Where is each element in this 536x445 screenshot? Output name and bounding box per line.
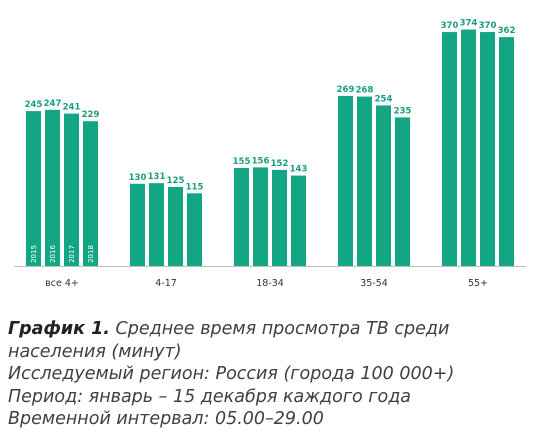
bar-4-1 [461, 29, 476, 267]
value-label-4-3: 362 [498, 26, 516, 36]
bar-0-1 [45, 109, 60, 267]
bar-3-1 [357, 96, 372, 266]
value-label-1-3: 115 [186, 182, 204, 192]
value-label-2-0: 155 [233, 157, 251, 167]
value-label-1-1: 131 [148, 172, 166, 182]
caption-title-part2: населения (минут) [8, 341, 182, 362]
value-label-4-0: 370 [441, 21, 459, 31]
value-label-3-1: 268 [356, 86, 374, 96]
chart-svg: 245 2015 247 2016 241 2017 229 2018 все 4+ 130 131… [14, 19, 526, 289]
bar-0-3 [83, 121, 98, 267]
category-label-2: 18-34 [256, 278, 284, 289]
value-label-1-0: 130 [129, 173, 147, 183]
caption-region: Исследуемый регион: Россия (города 100 0… [8, 364, 455, 384]
bar-2-3 [291, 175, 306, 266]
value-label-3-0: 269 [337, 85, 355, 95]
bar-4-2 [480, 32, 495, 267]
value-label-0-1: 247 [44, 99, 62, 109]
series-label-3: 2018 [87, 245, 95, 263]
figure-label: График 1. [8, 319, 110, 339]
bar-1-0 [130, 183, 145, 266]
caption-period: Период: январь – 15 декабря каждого года [8, 386, 412, 407]
category-label-1: 4-17 [155, 278, 177, 289]
bar-3-3 [395, 117, 410, 266]
category-label-4: 55+ [468, 278, 488, 289]
bar-4-0 [442, 32, 457, 267]
category-label-0: все 4+ [45, 278, 79, 289]
series-label-0: 2015 [30, 245, 38, 263]
bar-3-2 [376, 105, 391, 266]
caption-title-part1: Среднее время просмотра ТВ среди [115, 319, 450, 339]
figure-caption: График 1. Среднее время просмотра ТВ сре… [8, 318, 536, 431]
bar-chart: 245 2015 247 2016 241 2017 229 2018 все 4+ 130 131… [14, 19, 526, 289]
bar-2-0 [234, 167, 249, 266]
bar-4-3 [499, 37, 514, 267]
value-label-2-2: 152 [271, 159, 289, 169]
series-label-2: 2017 [68, 245, 76, 263]
bar-2-2 [272, 169, 287, 266]
value-label-4-1: 374 [460, 19, 478, 29]
value-label-2-1: 156 [252, 156, 270, 166]
bar-3-0 [338, 95, 353, 266]
value-label-1-2: 125 [167, 176, 185, 186]
value-label-3-3: 235 [394, 106, 412, 116]
value-label-2-3: 143 [290, 165, 308, 175]
caption-interval: Временной интервал: 05.00–29.00 [8, 409, 324, 429]
value-label-0-3: 229 [82, 110, 100, 120]
value-label-4-2: 370 [479, 21, 497, 31]
bar-1-3 [187, 193, 202, 266]
bar-1-2 [168, 186, 183, 266]
category-label-3: 35-54 [360, 278, 388, 289]
value-label-0-0: 245 [25, 100, 43, 110]
bar-2-1 [253, 167, 268, 266]
bar-0-0 [26, 111, 41, 266]
bar-0-2 [64, 113, 79, 266]
series-label-1: 2016 [49, 245, 57, 263]
caption-line-1: График 1. Среднее время просмотра ТВ сре… [8, 318, 536, 341]
value-label-0-2: 241 [63, 103, 81, 113]
value-label-3-2: 254 [375, 94, 393, 104]
bar-1-1 [149, 183, 164, 266]
